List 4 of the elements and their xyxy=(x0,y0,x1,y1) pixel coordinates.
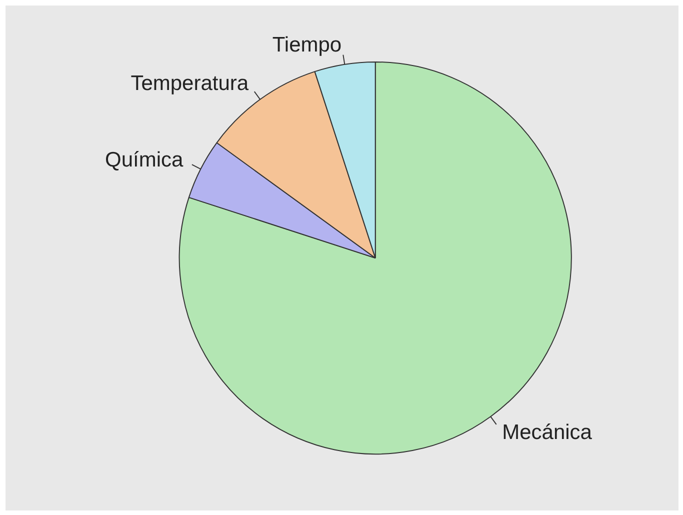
slice-label: Química xyxy=(105,148,184,172)
slice-label: Mecánica xyxy=(502,420,592,444)
slice-label: Temperatura xyxy=(130,72,249,96)
slice-label: Tiempo xyxy=(272,34,342,57)
